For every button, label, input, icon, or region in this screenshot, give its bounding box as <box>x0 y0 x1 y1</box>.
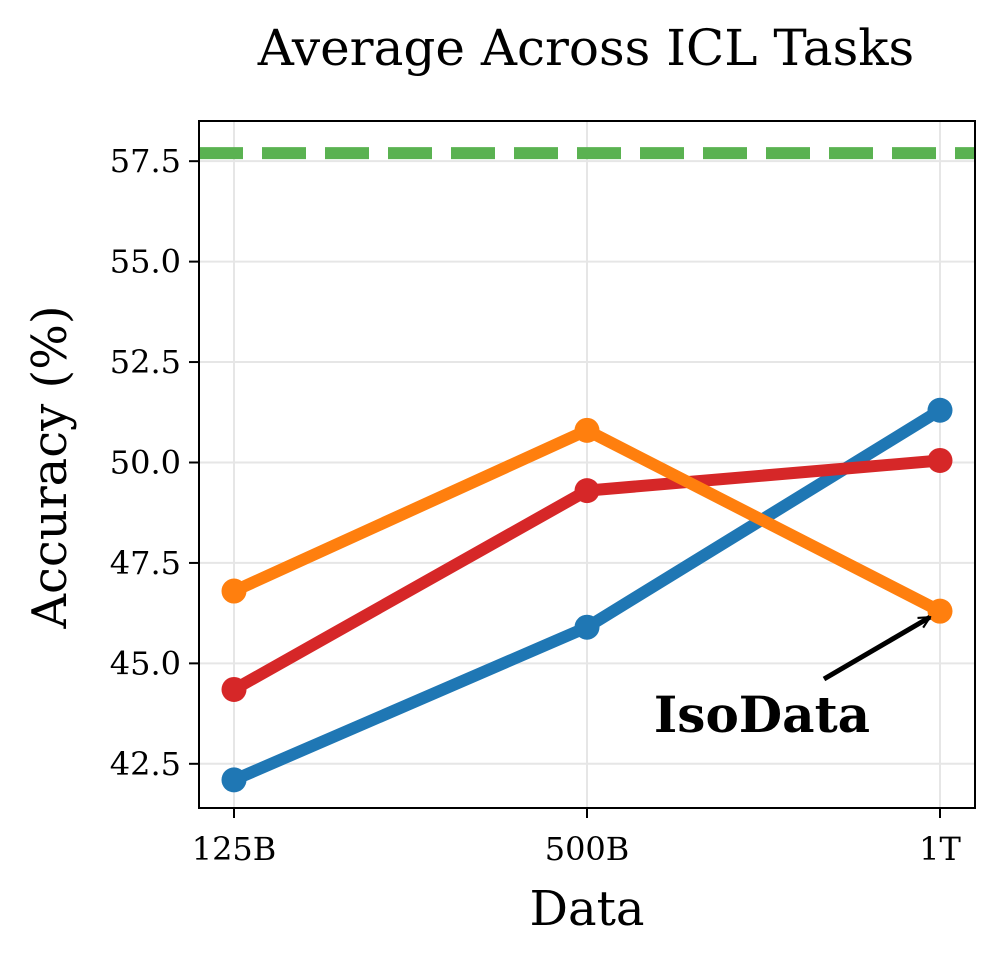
y-tick-label: 52.5 <box>110 343 181 381</box>
y-tick-label: 47.5 <box>110 544 181 582</box>
annotation-layer: IsoData <box>654 614 930 744</box>
series-3-point <box>221 578 247 604</box>
series-2-point <box>221 676 247 702</box>
x-axis-ticks: 125B 500B 1T <box>192 808 962 868</box>
series-3-point <box>574 417 600 443</box>
y-tick-label: 55.0 <box>110 243 181 281</box>
y-tick-label: 45.0 <box>110 644 181 682</box>
y-tick-label: 42.5 <box>110 745 181 783</box>
grid <box>199 121 975 808</box>
series-3-point <box>927 598 953 624</box>
y-axis-ticks: 42.5 45.0 47.5 50.0 52.5 55.0 57.5 <box>110 142 199 783</box>
series-1-point <box>574 614 600 640</box>
annotation-label: IsoData <box>654 685 870 744</box>
x-axis-label: Data <box>529 881 644 937</box>
series-2-point <box>574 478 600 504</box>
chart-title: Average Across ICL Tasks <box>257 19 914 77</box>
annotation-arrow <box>822 614 930 682</box>
x-tick-label: 1T <box>919 830 961 868</box>
y-axis-label: Accuracy (%) <box>22 305 78 629</box>
series-2-point <box>927 447 953 473</box>
series-1-point <box>221 767 247 793</box>
y-tick-label: 50.0 <box>110 443 181 481</box>
series-layer <box>221 397 953 793</box>
x-tick-label: 125B <box>192 830 277 868</box>
y-tick-label: 57.5 <box>110 142 181 180</box>
series-1-point <box>927 397 953 423</box>
x-tick-label: 500B <box>545 830 630 868</box>
